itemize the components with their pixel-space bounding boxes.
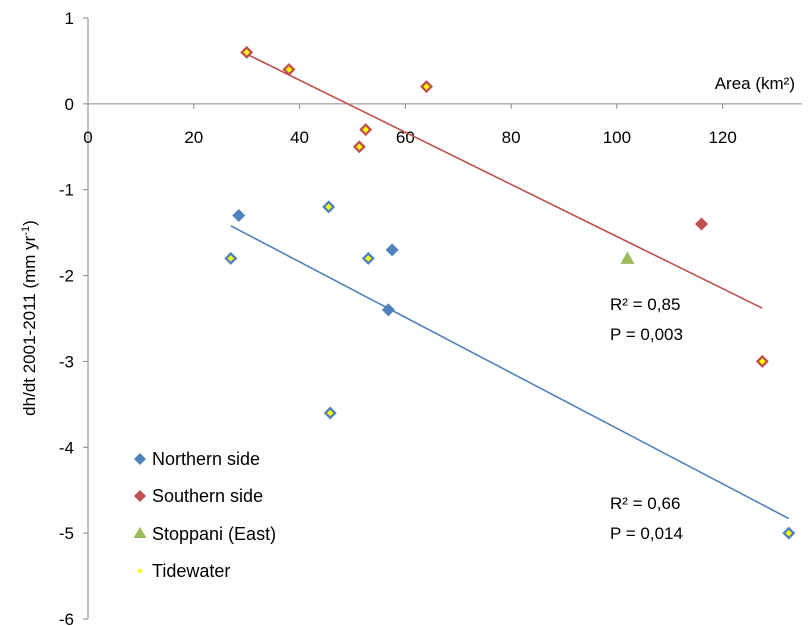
tidewater-marker [325,203,332,211]
data-point [381,303,395,317]
data-point [359,123,373,137]
x-tick-label: 120 [708,128,736,147]
legend-item-stoppani: Stoppani (East) [133,524,276,544]
trendline [246,53,763,309]
x-tick-label: 20 [184,128,203,147]
data-point [282,63,296,77]
dot-marker-icon [137,568,143,574]
y-tick-label: -4 [59,438,74,457]
y-tick-label: -1 [59,181,74,200]
r2-southern: R² = 0,85 [610,295,680,314]
legend-item-tidewater: Tidewater [137,561,230,581]
data-point [322,200,336,214]
tidewater-marker [227,255,234,262]
y-tick-label: -5 [59,524,74,543]
data-point [419,80,433,94]
y-tick-label: -3 [59,352,74,371]
data-point [782,526,796,540]
tidewater-marker [362,126,369,133]
legend-label-stoppani: Stoppani (East) [152,524,276,544]
y-tick-label: 0 [65,95,74,114]
data-point [352,140,366,154]
x-axis-label: Area (km²) [715,74,795,93]
legend: Northern side Southern side Stoppani (Ea… [133,449,276,581]
data-point [323,406,337,420]
data-points [224,45,796,540]
data-point [232,208,246,222]
legend-label-northern: Northern side [152,449,260,469]
data-point [385,243,399,257]
x-tick-label: 100 [603,128,631,147]
trendline [230,225,790,520]
x-tick-label: 0 [83,128,92,147]
y-tick-label: -6 [59,610,74,626]
y-axis-label: dh/dt 2001-2011 (mm yr-1) [20,220,39,416]
legend-item-northern: Northern side [134,449,260,469]
tidewater-marker [356,143,363,150]
diamond-marker-icon [134,490,146,502]
tidewater-marker [785,529,792,537]
y-axis-label-end: ) [20,220,39,226]
y-axis-label-main: dh/dt 2001-2011 (mm yr [20,235,39,415]
stats-southern: R² = 0,85 P = 0,003 [610,295,683,344]
x-tick-label: 40 [290,128,309,147]
tidewater-marker [365,255,372,262]
diamond-marker [381,303,395,317]
tidewater-marker [423,83,430,90]
diamond-marker [385,243,399,257]
tidewater-marker [759,358,766,365]
tidewater-marker [243,49,250,56]
y-axis-label-sup: -1 [20,226,32,236]
triangle-marker [620,251,635,264]
y-tick-label: -2 [59,267,74,286]
triangle-marker-icon [133,527,147,538]
diamond-marker [232,208,246,222]
trendlines [230,53,790,520]
legend-label-tidewater: Tidewater [152,561,230,581]
p-southern: P = 0,003 [610,325,683,344]
diamond-marker-icon [134,453,146,465]
y-tick-label: 1 [65,9,74,28]
axes: 1 0 -1 -2 -3 -4 -5 -6 0 20 40 60 80 100 120 [59,9,802,626]
legend-label-southern: Southern side [152,486,263,506]
diamond-marker [695,217,709,231]
r2-northern: R² = 0,66 [610,494,680,513]
data-point [755,354,769,368]
legend-item-southern: Southern side [134,486,263,506]
x-tick-label: 60 [396,128,415,147]
data-point [361,251,375,265]
data-point [240,45,254,59]
data-point [695,217,709,231]
p-northern: P = 0,014 [610,524,683,543]
data-point [224,251,238,265]
tidewater-marker [285,66,293,73]
stats-northern: R² = 0,66 P = 0,014 [610,494,683,543]
data-point [620,251,635,264]
tidewater-marker [327,409,334,417]
x-tick-label: 80 [502,128,521,147]
